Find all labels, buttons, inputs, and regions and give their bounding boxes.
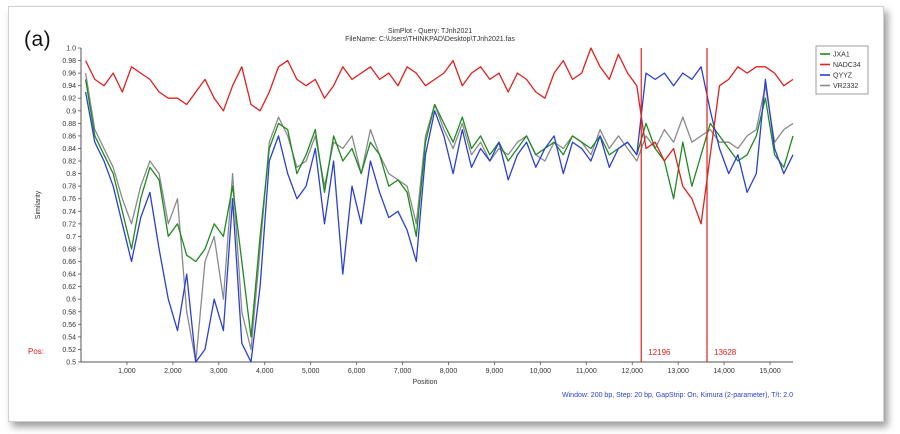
y-tick-label: 0.88	[62, 121, 76, 128]
y-tick-label: 0.92	[62, 96, 76, 103]
y-tick-label: 0.8	[66, 171, 76, 178]
legend-label: NADC34	[833, 62, 861, 69]
legend-label: QYYZ	[833, 73, 853, 80]
legend-label: VR2332	[833, 83, 858, 90]
y-tick-label: 0.64	[62, 272, 76, 279]
y-tick-label: 0.58	[62, 309, 76, 316]
y-tick-label: 0.66	[62, 259, 76, 266]
x-tick-label: 2,000	[164, 368, 182, 375]
x-tick-label: 7,000	[394, 368, 412, 375]
y-axis-label: Similarity	[35, 190, 42, 219]
x-tick-label: 12,000	[622, 368, 644, 375]
y-tick-label: 0.68	[62, 246, 76, 253]
y-tick-label: 0.94	[62, 83, 76, 90]
x-tick-label: 5,000	[302, 368, 320, 375]
y-tick-label: 0.7	[66, 234, 76, 241]
y-tick-label: 0.54	[62, 334, 76, 341]
footer-parameters: Window: 200 bp, Step: 20 bp, GapStrip: O…	[562, 392, 793, 399]
y-tick-label: 0.96	[62, 71, 76, 78]
y-tick-label: 0.6	[66, 297, 76, 304]
y-tick-label: 0.84	[62, 146, 76, 153]
chart-subtitle: FileName: C:\Users\THINKPAD\Desktop\TJnh…	[345, 36, 515, 43]
x-tick-label: 9,000	[486, 368, 504, 375]
series-line-qyyz	[84, 66, 794, 363]
breakpoint-label: 13628	[714, 348, 737, 357]
y-tick-label: 0.56	[62, 322, 76, 329]
x-tick-label: 4,000	[256, 368, 274, 375]
y-tick-label: 0.52	[62, 347, 76, 354]
x-tick-label: 8,000	[440, 368, 458, 375]
x-tick-label: 3,000	[210, 368, 228, 375]
y-tick-label: 0.74	[62, 209, 76, 216]
series-line-vr2332	[84, 72, 794, 363]
y-tick-label: 0.62	[62, 284, 76, 291]
x-tick-label: 14,000	[713, 368, 735, 375]
pos-label: Pos:	[28, 347, 44, 356]
y-tick-label: 1.0	[66, 46, 76, 53]
y-tick-label: 0.78	[62, 184, 76, 191]
x-tick-label: 10,000	[530, 368, 552, 375]
y-tick-label: 0.9	[66, 108, 76, 115]
series-line-jxa1	[84, 79, 794, 338]
y-tick-label: 0.76	[62, 196, 76, 203]
y-tick-label: 0.5	[66, 360, 76, 367]
x-axis-label: Position	[413, 379, 438, 386]
y-tick-label: 0.86	[62, 133, 76, 140]
y-tick-label: 0.98	[62, 58, 76, 65]
x-tick-label: 15,000	[759, 368, 781, 375]
y-tick-label: 0.72	[62, 221, 76, 228]
breakpoint-label: 12196	[648, 348, 671, 357]
legend-label: JXA1	[833, 52, 850, 59]
y-tick-label: 0.82	[62, 159, 76, 166]
x-tick-label: 6,000	[348, 368, 366, 375]
x-tick-label: 13,000	[667, 368, 689, 375]
chart-title: SimPlot - Query: TJnh2021	[388, 28, 472, 35]
series-line-nadc34	[85, 47, 794, 225]
panel-label: (a)	[24, 28, 52, 51]
x-tick-label: 1,000	[118, 368, 136, 375]
x-tick-label: 11,000	[576, 368, 597, 375]
